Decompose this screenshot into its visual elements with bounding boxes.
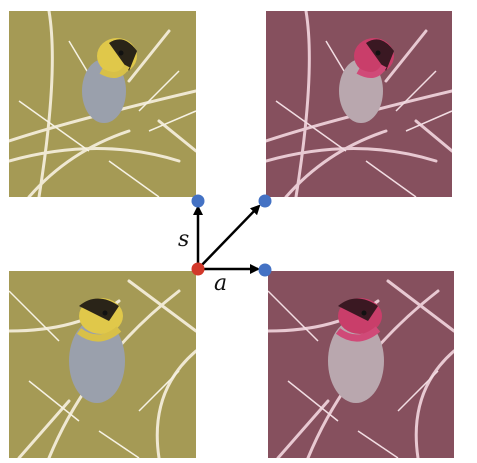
label-s: s [178, 227, 189, 252]
bird-image-rose-a [266, 11, 452, 197]
label-a: a [214, 271, 227, 296]
panel-bottom-left [9, 271, 196, 458]
end-point-up [191, 194, 205, 208]
arrow-diagonal [197, 204, 261, 270]
panel-top-right [266, 11, 452, 197]
bird-image-olive-a [9, 11, 196, 197]
bird-image-olive-b [9, 271, 196, 458]
origin-point [191, 262, 205, 276]
end-point-right [258, 263, 272, 277]
end-point-diagonal [258, 194, 272, 208]
bird-image-rose-b [268, 271, 454, 458]
panel-bottom-right [268, 271, 454, 458]
panel-top-left [9, 11, 196, 197]
